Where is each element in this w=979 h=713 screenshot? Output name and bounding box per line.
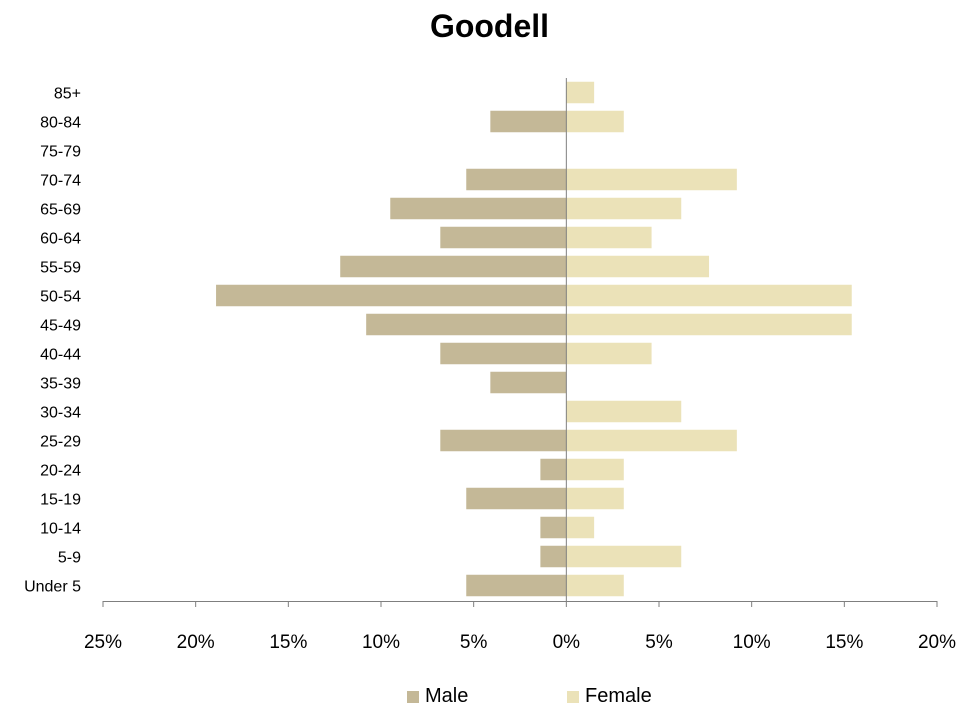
- bar-male-80-84: [490, 110, 567, 133]
- legend-label-female: Female: [585, 685, 652, 707]
- bar-male-20-24: [540, 458, 567, 481]
- bar-female-5-9: [566, 545, 682, 568]
- y-tick-label: 75-79: [40, 144, 81, 161]
- bar-male-45-49: [366, 313, 567, 336]
- bar-female-80-84: [566, 110, 624, 133]
- x-tick-label: 20%: [918, 632, 956, 653]
- bars-layer: [216, 81, 852, 597]
- bar-male-35-39: [490, 371, 567, 394]
- bar-female-50-54: [566, 284, 852, 307]
- y-tick-label: 65-69: [40, 202, 81, 219]
- x-tick-label: 25%: [84, 632, 122, 653]
- y-tick-label: 25-29: [40, 434, 81, 451]
- bar-male-15-19: [466, 487, 567, 510]
- x-tick-label: 0%: [553, 632, 581, 653]
- bar-female-15-19: [566, 487, 624, 510]
- axis-layer: [102, 78, 938, 607]
- y-tick-label: 35-39: [40, 376, 81, 393]
- bar-male-65-69: [390, 197, 567, 220]
- legend-item-female: Female: [567, 685, 652, 708]
- legend-label-male: Male: [425, 685, 469, 707]
- bar-male-25-29: [440, 429, 567, 452]
- y-tick-label: 60-64: [40, 231, 81, 248]
- bar-male-5-9: [540, 545, 567, 568]
- y-tick-label: 10-14: [40, 521, 81, 538]
- bar-male-10-14: [540, 516, 567, 539]
- x-tick-label: 5%: [460, 632, 488, 653]
- bar-male-50-54: [216, 284, 567, 307]
- bar-female-65-69: [566, 197, 682, 220]
- bar-female-20-24: [566, 458, 624, 481]
- y-tick-label: 45-49: [40, 318, 81, 335]
- bar-female-40-44: [566, 342, 652, 365]
- bar-male-55-59: [340, 255, 567, 278]
- bar-female-25-29: [566, 429, 737, 452]
- y-tick-label: 30-34: [40, 405, 81, 422]
- bar-female-under-5: [566, 574, 624, 597]
- bar-male-70-74: [466, 168, 567, 191]
- bar-female-30-34: [566, 400, 682, 423]
- bar-female-85+: [566, 81, 595, 104]
- legend-swatch-male: [407, 690, 419, 703]
- y-tick-label: 40-44: [40, 347, 81, 364]
- bar-female-10-14: [566, 516, 595, 539]
- y-tick-label: 20-24: [40, 463, 81, 480]
- x-tick-label: 10%: [362, 632, 400, 653]
- y-tick-label: 80-84: [40, 115, 81, 132]
- x-tick-label: 5%: [645, 632, 673, 653]
- legend-item-male: Male: [407, 685, 468, 708]
- y-tick-label: 85+: [54, 86, 81, 103]
- legend: Male Female: [0, 685, 979, 711]
- y-tick-label: 50-54: [40, 289, 81, 306]
- bar-male-under-5: [466, 574, 567, 597]
- y-tick-label: 70-74: [40, 173, 81, 190]
- x-tick-label: 15%: [269, 632, 307, 653]
- bar-male-40-44: [440, 342, 567, 365]
- y-tick-label: 5-9: [58, 550, 81, 567]
- x-tick-labels: 25% 20% 15% 10% 5% 0% 5% 10% 15% 20%: [84, 632, 956, 653]
- x-tick-label: 20%: [177, 632, 215, 653]
- bar-female-45-49: [566, 313, 852, 336]
- y-tick-labels: Under 5 5-9 10-14 15-19 20-24 25-29 30-34 35-39…: [24, 86, 81, 596]
- bar-male-60-64: [440, 226, 567, 249]
- legend-swatch-female: [567, 690, 579, 703]
- x-tick-label: 10%: [733, 632, 771, 653]
- y-tick-label: 55-59: [40, 260, 81, 277]
- y-tick-label: 15-19: [40, 492, 81, 509]
- bar-female-60-64: [566, 226, 652, 249]
- bar-female-55-59: [566, 255, 710, 278]
- bar-female-70-74: [566, 168, 737, 191]
- y-tick-label: Under 5: [24, 579, 81, 596]
- x-tick-label: 15%: [825, 632, 863, 653]
- chart-title: Goodell: [429, 8, 550, 44]
